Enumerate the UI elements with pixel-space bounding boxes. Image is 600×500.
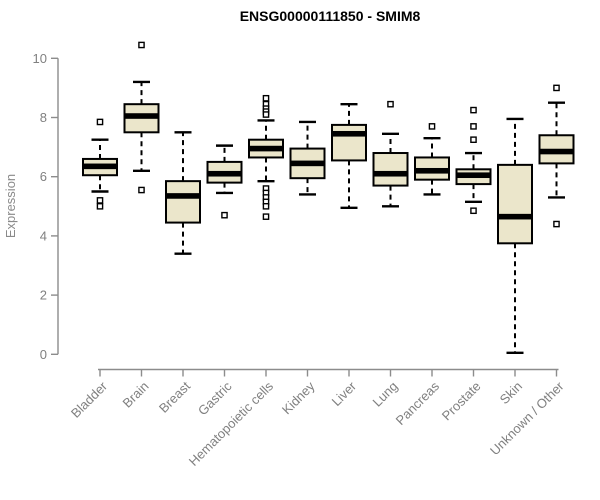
iqr-box <box>165 180 201 224</box>
boxplot-hematopoietic-cells <box>248 94 284 220</box>
median-line <box>374 170 407 177</box>
outlier-point <box>262 94 270 102</box>
chart-title: ENSG00000111850 - SMIM8 <box>240 8 421 24</box>
iqr-box <box>497 163 533 245</box>
boxplot-lung <box>372 100 409 208</box>
median-line <box>333 130 365 137</box>
outlier-point <box>262 213 270 220</box>
median-line <box>540 148 573 155</box>
median-line <box>167 193 199 199</box>
outlier-point <box>138 41 145 49</box>
y-axis-tick-label: 2 <box>40 288 47 303</box>
outlier-point <box>387 100 394 108</box>
y-axis-tick-label: 8 <box>40 110 47 125</box>
boxplot-skin <box>497 117 533 355</box>
boxplot-prostate <box>455 106 492 215</box>
median-line <box>457 172 490 179</box>
outlier-point <box>553 84 560 92</box>
boxes-group <box>82 41 575 355</box>
boxplot-pancreas <box>414 123 450 196</box>
outlier-point <box>96 202 104 210</box>
y-axis-label: Expression <box>3 174 18 238</box>
outlier-point <box>138 186 145 194</box>
outlier-point <box>470 106 477 114</box>
boxplot-unknown-other <box>538 84 575 228</box>
boxplot-liver <box>331 102 367 209</box>
outlier-point <box>262 202 270 210</box>
boxplot-bladder <box>82 118 118 210</box>
boxplot-gastric <box>206 144 243 219</box>
outlier-point <box>262 111 270 118</box>
outlier-point <box>470 207 477 215</box>
iqr-box <box>331 123 367 162</box>
median-line <box>499 213 531 220</box>
outlier-point <box>470 136 477 144</box>
boxplot-breast <box>165 131 201 255</box>
y-axis-tick-label: 6 <box>40 169 47 184</box>
outlier-point <box>428 123 436 130</box>
outlier-point <box>96 118 104 126</box>
y-axis-tick-label: 0 <box>40 347 47 362</box>
median-line <box>291 160 324 167</box>
boxplot-kidney <box>289 120 326 196</box>
outlier-point <box>553 220 560 228</box>
y-axis-tick-label: 10 <box>33 51 47 66</box>
outlier-point <box>96 197 104 204</box>
median-line <box>250 145 282 152</box>
iqr-box <box>372 152 409 187</box>
median-line <box>125 113 158 119</box>
boxplot-brain <box>123 41 160 194</box>
outlier-point <box>470 123 477 130</box>
median-line <box>84 163 116 170</box>
y-axis-tick-label: 4 <box>40 228 47 243</box>
outlier-point <box>221 211 228 219</box>
median-line <box>416 167 448 174</box>
median-line <box>208 170 241 177</box>
